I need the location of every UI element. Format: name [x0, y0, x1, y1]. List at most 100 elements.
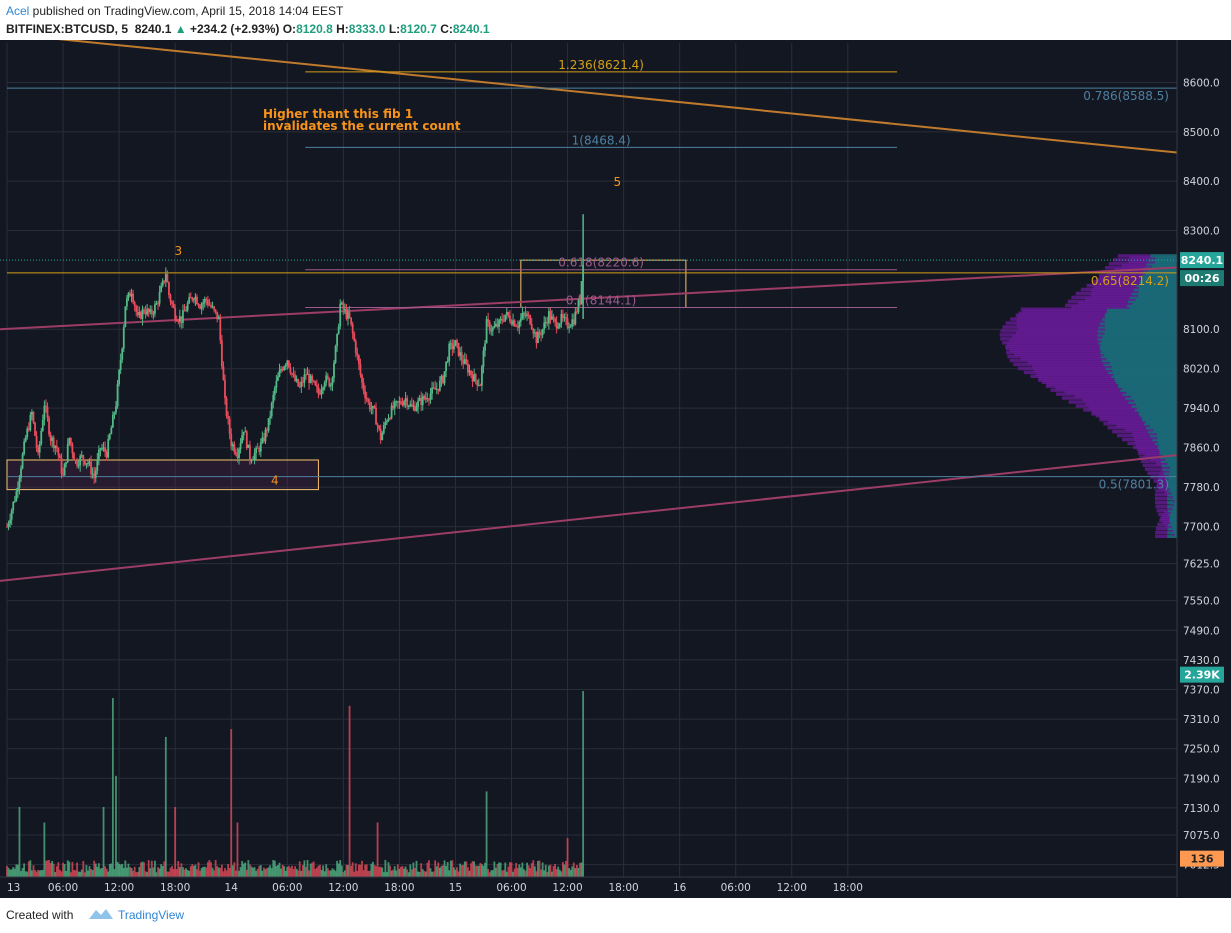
profile-value-bar [1100, 346, 1177, 351]
candle-body [491, 327, 494, 331]
profile-value-bar [1117, 384, 1177, 388]
candle-body [490, 330, 493, 332]
volume-bar [225, 870, 228, 877]
volume-bar [12, 867, 15, 877]
candle-body [501, 318, 504, 321]
volume-bar [230, 729, 233, 877]
candle-body [85, 463, 88, 465]
volume-bar [48, 860, 50, 877]
author-link[interactable]: Acel [6, 4, 30, 18]
volume-bar [314, 868, 317, 877]
candle-body [166, 274, 169, 283]
candle-body [400, 401, 402, 404]
volume-bar [292, 869, 295, 877]
volume-bar [350, 865, 353, 877]
candle-body [18, 478, 21, 488]
candle-body [236, 454, 239, 458]
volume-bar [177, 861, 180, 877]
plot-background[interactable] [0, 40, 1231, 898]
candle-body [504, 314, 507, 321]
y-tick-label: 8400.0 [1183, 176, 1220, 188]
profile-bar [1018, 311, 1106, 315]
candle-body [29, 415, 32, 431]
volume-bar [43, 822, 46, 877]
trend-lines[interactable] [0, 40, 1178, 582]
volume-bar [319, 864, 321, 877]
volume-bar [104, 866, 106, 877]
candle-body [435, 388, 438, 390]
profile-value-bar [1105, 327, 1177, 331]
candle-body [373, 405, 376, 408]
profile-bar [1116, 423, 1150, 428]
volume-bar [423, 871, 426, 877]
candle-body [552, 316, 555, 319]
candle-body [289, 367, 292, 374]
candle-body [48, 417, 50, 435]
profile-value-bar [1099, 344, 1177, 349]
y-tick-label: 7430.0 [1183, 655, 1220, 667]
fib-levels[interactable]: 1.236(8621.4) 0.786(8588.5) 1(8468.4) 0.618… [7, 58, 1177, 492]
candle-body [372, 405, 374, 409]
profile-bar [1144, 453, 1163, 458]
candle-body [314, 381, 317, 386]
profile-value-bar [1137, 406, 1177, 410]
profile-bar [1153, 479, 1167, 483]
profile-value-bar [1130, 394, 1177, 398]
profile-bar [1147, 471, 1164, 475]
profile-bar [1155, 485, 1168, 489]
candle-body [66, 444, 69, 463]
profile-bar [1132, 445, 1158, 450]
candle-body [99, 448, 102, 450]
tradingview-logo-icon[interactable] [88, 907, 114, 921]
profile-value-bar [1168, 518, 1177, 523]
candle-body [273, 387, 276, 395]
high-label: H: [336, 22, 349, 36]
candle-body [247, 444, 250, 448]
volume-bar [269, 865, 272, 877]
profile-value-bar [1118, 382, 1177, 386]
profile-value-bar [1098, 325, 1177, 329]
candle-body [178, 316, 181, 322]
volume-bar [175, 869, 178, 877]
volume-bar [579, 862, 581, 877]
profile-value-bar [1173, 528, 1177, 533]
volume-bar [80, 869, 83, 877]
profile-value-bar [1167, 500, 1177, 505]
price-chart[interactable]: 1.236(8621.4) 0.786(8588.5) 1(8468.4) 0.618… [0, 40, 1231, 898]
volume-bar [200, 867, 203, 877]
footer: Created with TradingView [0, 898, 1231, 933]
profile-value-bar [1156, 431, 1177, 436]
volume-bar [460, 865, 463, 877]
candle-body [378, 425, 381, 429]
profile-bar [1099, 418, 1143, 422]
volume-bar [552, 866, 555, 877]
candle-body [40, 430, 43, 445]
profile-value-bar [1168, 522, 1177, 527]
volume-bar [540, 869, 542, 877]
profile-value-bar [1104, 319, 1177, 323]
candle-body [124, 306, 127, 327]
candle-body [454, 340, 457, 347]
volume-bar [443, 860, 446, 877]
volume-bar [87, 870, 89, 877]
profile-value-bar [1131, 291, 1177, 296]
x-tick-label: 18:00 [608, 882, 638, 894]
candle-body [529, 315, 532, 324]
profile-value-bar [1133, 287, 1177, 292]
low-label: L: [388, 22, 401, 36]
volume-bar [10, 869, 13, 877]
candle-body [7, 523, 10, 527]
created-with-label: Created with [6, 908, 74, 922]
high-value: 8333.0 [348, 22, 386, 36]
volume-bar [97, 863, 100, 877]
candle-body [13, 500, 16, 502]
profile-bar [1071, 305, 1130, 310]
volume-bar [532, 860, 535, 877]
tradingview-link[interactable]: TradingView [118, 908, 185, 922]
volume-bar [560, 871, 563, 877]
volume-bar [295, 868, 298, 877]
volume-bar [110, 863, 113, 877]
volume-bar [535, 871, 538, 877]
volume-bar [322, 865, 324, 877]
candle-body [230, 433, 233, 447]
